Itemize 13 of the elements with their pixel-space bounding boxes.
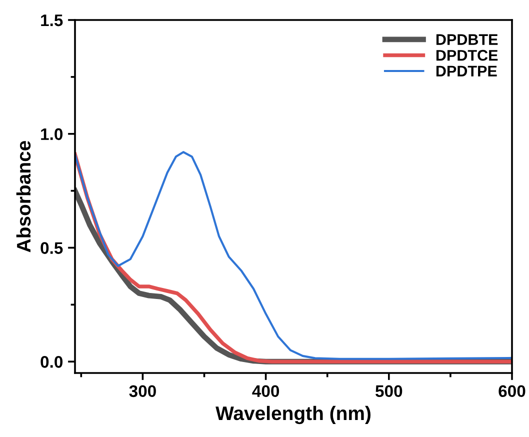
- x-tick-label: 400: [252, 385, 280, 398]
- x-tick-label: 600: [498, 385, 526, 398]
- y-axis-title: Absorbance: [16, 140, 31, 252]
- y-tick-label: 0.5: [40, 242, 63, 254]
- legend-label: DPDTCE: [436, 50, 498, 61]
- x-tick-label: 300: [129, 385, 156, 398]
- x-tick-label: 500: [376, 385, 402, 398]
- y-tick-label: 1.0: [41, 128, 63, 140]
- y-tick-label: 0.0: [40, 356, 63, 368]
- legend-label: DPDBTE: [436, 34, 498, 45]
- x-axis-title: Wavelength (nm): [216, 406, 370, 424]
- y-tick-label: 1.5: [41, 14, 63, 26]
- legend-label: DPDTPE: [436, 66, 497, 76]
